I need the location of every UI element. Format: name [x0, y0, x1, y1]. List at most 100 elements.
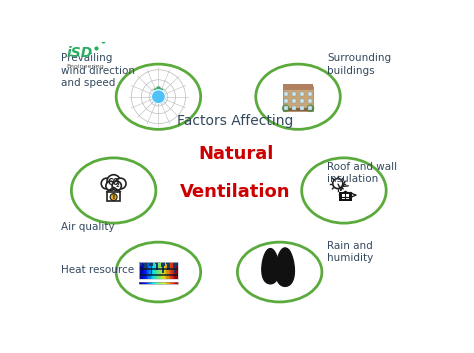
Bar: [173, 282, 174, 283]
Bar: [142, 282, 143, 283]
Bar: [153, 262, 155, 279]
Text: Natural: Natural: [198, 145, 273, 163]
Circle shape: [101, 178, 112, 189]
Circle shape: [112, 181, 121, 191]
Polygon shape: [276, 248, 294, 286]
Bar: [157, 270, 158, 279]
Bar: [175, 266, 176, 279]
Circle shape: [115, 178, 126, 189]
Polygon shape: [338, 191, 353, 195]
Bar: [152, 266, 153, 279]
Bar: [151, 274, 152, 279]
Bar: [284, 91, 288, 96]
Bar: [161, 267, 162, 279]
Bar: [166, 264, 167, 279]
Bar: [146, 270, 147, 279]
Bar: [172, 282, 173, 283]
Text: Factors Affecting: Factors Affecting: [177, 114, 294, 128]
Bar: [164, 282, 165, 283]
Bar: [140, 282, 142, 283]
Bar: [143, 264, 144, 279]
Circle shape: [307, 104, 314, 112]
Bar: [174, 282, 175, 283]
Circle shape: [107, 175, 120, 188]
Bar: [157, 282, 158, 283]
Circle shape: [152, 90, 165, 104]
Circle shape: [282, 104, 290, 112]
Bar: [139, 274, 178, 276]
Bar: [292, 91, 296, 96]
Bar: [139, 274, 140, 279]
Bar: [162, 282, 164, 283]
Bar: [339, 192, 352, 201]
Bar: [139, 268, 178, 270]
Bar: [143, 282, 144, 283]
Bar: [156, 282, 157, 283]
Bar: [144, 282, 146, 283]
Bar: [164, 266, 165, 279]
Bar: [147, 282, 148, 283]
Text: ⬆: ⬆: [111, 194, 117, 200]
Bar: [149, 282, 151, 283]
Text: Engineering: Engineering: [66, 64, 104, 69]
Bar: [140, 266, 142, 279]
Bar: [342, 194, 348, 199]
Circle shape: [106, 181, 115, 191]
Bar: [148, 282, 149, 283]
Bar: [108, 192, 120, 201]
Bar: [170, 263, 172, 279]
Bar: [308, 106, 311, 110]
Bar: [166, 282, 167, 283]
Bar: [165, 262, 166, 279]
Bar: [158, 282, 160, 283]
Bar: [169, 269, 170, 279]
Bar: [283, 108, 313, 110]
Bar: [146, 282, 147, 283]
Text: CO: CO: [108, 178, 119, 187]
Bar: [153, 282, 155, 283]
Bar: [300, 91, 304, 96]
Bar: [167, 270, 169, 279]
Bar: [160, 282, 161, 283]
Bar: [147, 264, 148, 279]
Bar: [162, 274, 164, 279]
Text: Ventilation: Ventilation: [180, 183, 291, 201]
Bar: [176, 262, 178, 279]
Bar: [174, 273, 175, 279]
Bar: [292, 106, 296, 110]
Bar: [283, 84, 313, 90]
Bar: [167, 282, 169, 283]
Bar: [155, 282, 156, 283]
Bar: [284, 99, 288, 103]
Bar: [173, 267, 174, 279]
Ellipse shape: [110, 193, 117, 201]
Bar: [169, 282, 170, 283]
Bar: [158, 263, 160, 279]
Text: iSD: iSD: [66, 47, 93, 60]
Polygon shape: [262, 249, 279, 284]
Bar: [165, 282, 166, 283]
Bar: [283, 86, 313, 110]
Bar: [148, 262, 149, 279]
Bar: [139, 282, 140, 283]
Bar: [142, 262, 143, 279]
Bar: [284, 106, 288, 110]
Text: Roof and wall
insulation: Roof and wall insulation: [328, 162, 398, 184]
Bar: [170, 282, 172, 283]
Text: Surrounding
buildings: Surrounding buildings: [328, 53, 392, 76]
Text: Rain and
humidity: Rain and humidity: [328, 241, 374, 263]
Text: Heat resource: Heat resource: [61, 265, 134, 275]
Bar: [292, 99, 296, 103]
Bar: [300, 106, 304, 110]
Polygon shape: [281, 249, 292, 271]
Text: Prevailing
wind direction
and speed: Prevailing wind direction and speed: [61, 53, 135, 88]
Bar: [149, 267, 151, 279]
Bar: [160, 262, 161, 279]
Bar: [156, 270, 157, 279]
Bar: [175, 282, 176, 283]
Bar: [151, 282, 152, 283]
Bar: [161, 282, 162, 283]
Bar: [308, 99, 311, 103]
Bar: [176, 282, 178, 283]
Bar: [139, 262, 178, 279]
